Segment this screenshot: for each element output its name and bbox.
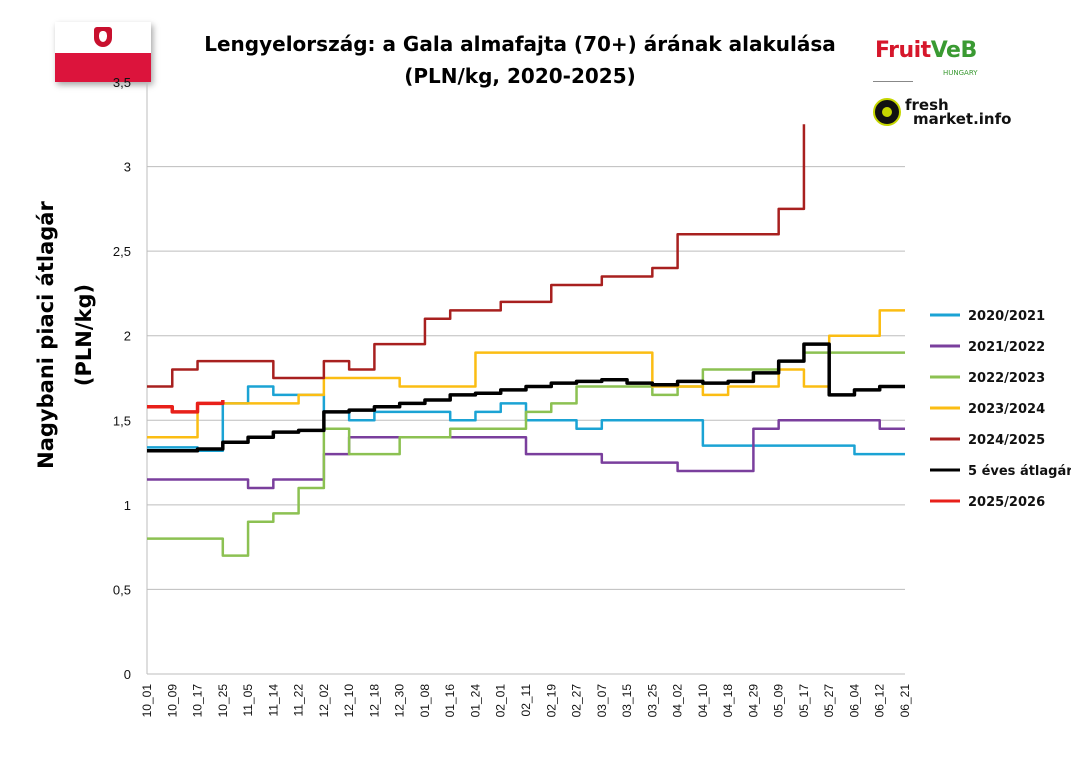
legend-label: 2025/2026 [968, 495, 1045, 510]
x-tick-label: 01_16 [443, 684, 457, 718]
x-tick-label: 04_02 [671, 684, 685, 718]
series-line [147, 385, 905, 456]
x-tick-label: 10_01 [140, 684, 154, 718]
x-tick-label: 12_18 [367, 684, 381, 718]
legend-label: 2022/2023 [968, 371, 1045, 386]
x-tick-label: 05_17 [797, 684, 811, 718]
chart-subtitle: (PLN/kg, 2020-2025) [404, 64, 636, 88]
x-tick-label: 02_19 [544, 684, 558, 718]
x-tick-label: 06_04 [847, 684, 861, 718]
legend-label: 2021/2022 [968, 340, 1045, 355]
series-lines [147, 124, 905, 557]
fruitveb-logo-text: FruitVeB [875, 38, 977, 63]
x-tick-label: 05_27 [822, 684, 836, 718]
x-tick-label: 03_07 [595, 684, 609, 718]
x-tick-label: 12_10 [342, 684, 356, 718]
x-tick-label: 06_12 [873, 684, 887, 718]
eagle-emblem-icon [94, 27, 112, 47]
fruitveb-logo-sub: HUNGARY [943, 69, 978, 77]
series-line [147, 309, 905, 439]
x-tick-label: 01_24 [468, 684, 482, 718]
y-tick-label: 2,5 [113, 244, 131, 259]
y-tick-label: 0,5 [113, 582, 131, 597]
legend: 2020/2021 2021/2022 2022/2023 2023/2024 2024… [930, 309, 1071, 510]
x-tick-label: 04_10 [696, 684, 710, 718]
x-tick-label: 12_02 [317, 684, 331, 718]
y-tick-label: 3 [124, 160, 131, 175]
y-tick-label: 1,5 [113, 413, 131, 428]
freshmarket-logo-icon [873, 98, 901, 126]
x-tick-label: 11_22 [292, 684, 306, 717]
x-tick-label: 02_27 [570, 684, 584, 718]
logo-divider [873, 81, 913, 82]
x-tick-label: 04_18 [721, 684, 735, 718]
x-tick-label: 01_08 [418, 684, 432, 718]
y-tick-label: 3,5 [113, 75, 131, 90]
legend-label: 2024/2025 [968, 433, 1045, 448]
y-tick-label: 0 [124, 667, 131, 682]
x-tick-label: 10_25 [216, 684, 230, 718]
x-tick-label: 04_29 [746, 684, 760, 718]
y-tick-labels: 0 0,5 1 1,5 2 2,5 3 3,5 [113, 75, 131, 682]
legend-label: 2020/2021 [968, 309, 1045, 324]
x-tick-label: 12_30 [393, 684, 407, 718]
series-line [147, 351, 905, 557]
x-tick-label: 06_21 [898, 684, 912, 718]
legend-label: 2023/2024 [968, 402, 1045, 417]
grid-lines [146, 82, 905, 675]
x-tick-label: 11_05 [241, 684, 255, 717]
chart-title-block: Lengyelország: a Gala almafajta (70+) ár… [180, 28, 860, 92]
freshmarket-logo-line-2: market.info [913, 110, 1012, 128]
freshmarket-logo-line-1: fresh [905, 96, 949, 114]
x-tick-label: 03_25 [645, 684, 659, 718]
x-tick-label: 02_11 [519, 684, 533, 717]
x-tick-labels: 10_01 10_09 10_17 10_25 11_05 11_14 11_22 12_02… [140, 684, 912, 718]
x-tick-label: 05_09 [772, 684, 786, 718]
series-line [147, 342, 905, 453]
series-line [147, 419, 905, 490]
y-tick-label: 1 [124, 498, 131, 513]
x-tick-label: 11_14 [266, 684, 280, 717]
legend-label: 5 éves átlagár [968, 464, 1071, 479]
flag-red-stripe [55, 53, 151, 82]
series-line [147, 124, 806, 388]
x-tick-label: 02_01 [494, 684, 508, 718]
x-tick-label: 10_09 [165, 684, 179, 718]
chart-title: Lengyelország: a Gala almafajta (70+) ár… [204, 32, 836, 56]
y-tick-label: 2 [124, 329, 131, 344]
x-tick-label: 03_15 [620, 684, 634, 718]
series-line [147, 399, 225, 414]
freshmarket-logo: fresh market.info [873, 96, 1023, 130]
x-tick-label: 10_17 [191, 684, 205, 718]
fruitveb-logo: FruitVeB HUNGARY [873, 32, 993, 82]
poland-flag [55, 22, 151, 82]
